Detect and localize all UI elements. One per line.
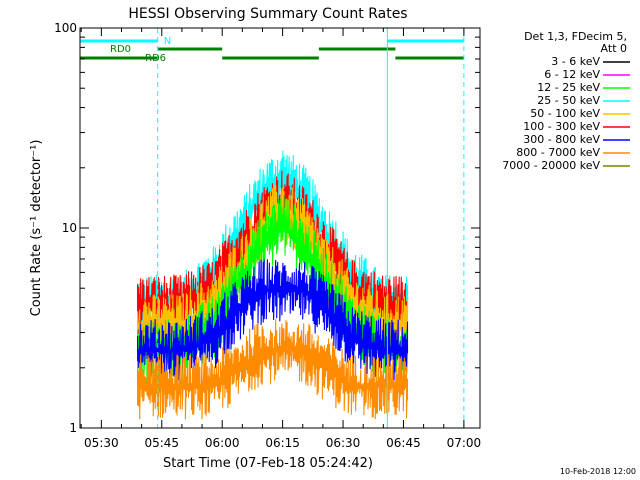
rd6-label: RD6 [145, 53, 166, 64]
legend-label-3: 25 - 50 keV [537, 94, 600, 107]
legend-label-4: 50 - 100 keV [530, 107, 600, 120]
footer-date-stamp: 10-Feb-2018 12:00 [560, 467, 636, 476]
legend-label-6: 300 - 800 keV [523, 133, 600, 146]
rd0-label: RD0 [110, 44, 131, 55]
y-tick-label-0: 1 [69, 421, 77, 435]
plot-data-layer [137, 150, 409, 420]
x-tick-label-1: 05:45 [144, 436, 179, 450]
legend-label-2: 12 - 25 keV [537, 81, 600, 94]
legend-header-line-2: Att 0 [601, 42, 627, 55]
y-tick-label-1: 10 [62, 221, 77, 235]
legend-label-7: 800 - 7000 keV [516, 146, 600, 159]
legend-label-1: 6 - 12 keV [544, 68, 600, 81]
axis-layer: 05:30 05:45 06:00 06:15 06:30 06:45 07:00 1 10 10… [54, 21, 481, 450]
x-tick-label-5: 06:45 [386, 436, 421, 450]
night-label: N [164, 36, 171, 47]
legend-label-5: 100 - 300 keV [523, 120, 600, 133]
legend-label-0: 3 - 6 keV [551, 55, 600, 68]
legend-header-line-1: Det 1,3, FDecim 5, [524, 30, 627, 43]
chart-title: HESSI Observing Summary Count Rates [128, 6, 407, 22]
x-tick-label-2: 06:00 [205, 436, 240, 450]
x-tick-label-0: 05:30 [84, 436, 119, 450]
x-tick-label-6: 07:00 [447, 436, 482, 450]
legend-label-8: 7000 - 20000 keV [502, 159, 600, 172]
y-axis-label: Count Rate (s⁻¹ detector⁻¹) [29, 140, 44, 317]
x-tick-label-3: 06:15 [265, 436, 300, 450]
series-line-5 [137, 319, 409, 420]
y-tick-label-2: 100 [54, 21, 77, 35]
x-axis-label: Start Time (07-Feb-18 05:24:42) [163, 456, 373, 471]
x-tick-label-4: 06:30 [326, 436, 361, 450]
